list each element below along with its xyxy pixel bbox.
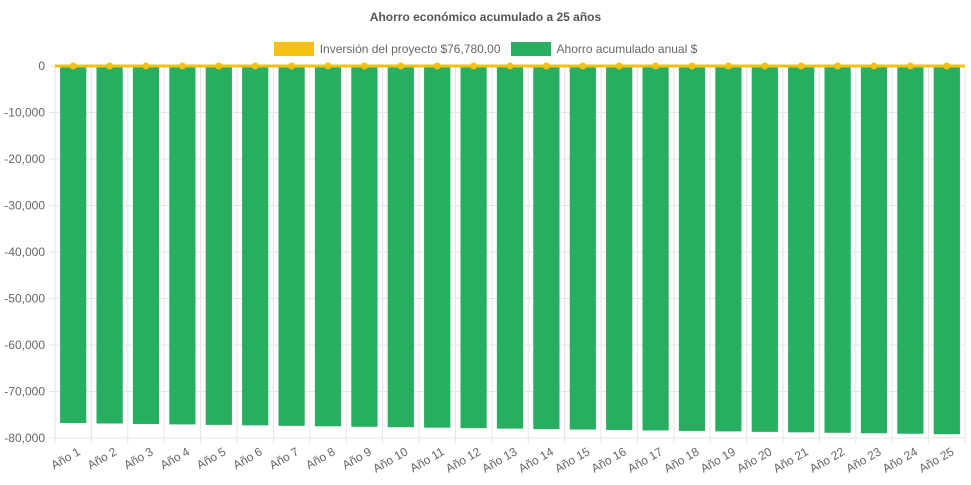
bar: [824, 66, 851, 433]
x-tick-label: Año 9: [340, 444, 374, 472]
investment-point: [142, 62, 150, 70]
y-tick-label: -20,000: [4, 152, 45, 166]
bar: [460, 66, 487, 429]
x-tick-label: Año 16: [589, 444, 629, 475]
x-tick-label: Año 11: [408, 444, 447, 475]
investment-point: [579, 62, 587, 70]
x-tick-label: Año 12: [443, 444, 483, 475]
y-tick-label: -40,000: [4, 245, 45, 259]
investment-point: [834, 62, 842, 70]
y-tick-label: -70,000: [4, 385, 45, 399]
bar: [678, 66, 706, 431]
bar: [169, 66, 196, 425]
y-tick-label: 0: [38, 59, 45, 73]
bar: [751, 66, 778, 432]
x-tick-label: Año 2: [85, 444, 119, 472]
bar: [642, 66, 669, 431]
bar: [205, 66, 232, 425]
bar: [788, 66, 815, 433]
investment-point: [251, 62, 259, 70]
bar: [933, 66, 960, 435]
legend: Inversión del proyecto $76,780.00 Ahorro…: [0, 42, 971, 56]
investment-point: [506, 62, 514, 70]
bar: [897, 66, 924, 434]
investment-point: [360, 62, 368, 70]
investment-point: [106, 62, 114, 70]
y-tick-label: -80,000: [4, 431, 45, 445]
y-tick-label: -10,000: [4, 106, 45, 120]
bar: [314, 66, 342, 427]
bar: [60, 66, 87, 424]
x-tick-label: Año 24: [880, 444, 920, 475]
y-tick-label: -30,000: [4, 199, 45, 213]
bar: [242, 66, 269, 426]
investment-point: [724, 62, 732, 70]
bar: [569, 66, 596, 430]
legend-swatch-savings: [510, 42, 551, 56]
investment-point: [433, 62, 441, 70]
x-tick-label: Año 18: [662, 444, 702, 475]
investment-point: [652, 62, 660, 70]
x-tick-label: Año 14: [516, 444, 556, 475]
x-tick-label: Año 13: [480, 444, 520, 475]
x-tick-label: Año 6: [231, 444, 265, 472]
investment-point: [470, 62, 478, 70]
investment-point: [215, 62, 223, 70]
bar: [606, 66, 633, 431]
x-tick-label: Año 23: [844, 444, 884, 475]
chart-title: Ahorro económico acumulado a 25 años: [369, 10, 602, 24]
investment-point: [797, 62, 805, 70]
investment-point: [943, 62, 951, 70]
bar: [533, 66, 560, 430]
x-tick-label: Año 5: [194, 444, 228, 472]
y-tick-label: -50,000: [4, 292, 45, 306]
x-tick-label: Año 10: [370, 444, 410, 475]
investment-point: [397, 62, 405, 70]
investment-point: [870, 62, 878, 70]
investment-point: [542, 62, 550, 70]
legend-swatch-investment: [273, 42, 314, 56]
bar: [424, 66, 451, 428]
x-tick-label: Año 4: [158, 444, 192, 472]
x-tick-label: Año 8: [303, 444, 337, 472]
investment-point: [324, 62, 332, 70]
y-tick-label: -60,000: [4, 338, 45, 352]
investment-point: [69, 62, 77, 70]
investment-point: [615, 62, 623, 70]
x-tick-label: Año 1: [49, 444, 83, 472]
investment-point: [906, 62, 914, 70]
bar: [96, 66, 123, 424]
x-tick-label: Año 17: [625, 444, 665, 475]
legend-label-savings: Ahorro acumulado anual $: [556, 42, 698, 56]
x-tick-label: Año 3: [121, 444, 155, 472]
legend-item-investment[interactable]: Inversión del proyecto $76,780.00: [273, 42, 501, 56]
bar: [387, 66, 414, 428]
legend-label-investment: Inversión del proyecto $76,780.00: [319, 42, 501, 56]
investment-point: [288, 62, 296, 70]
investment-point: [688, 62, 696, 70]
x-tick-label: Año 20: [734, 444, 774, 475]
x-tick-label: Año 7: [267, 444, 301, 472]
x-tick-label: Año 19: [698, 444, 738, 475]
x-tick-label: Año 25: [916, 444, 956, 475]
x-tick-label: Año 22: [807, 444, 847, 475]
legend-item-savings[interactable]: Ahorro acumulado anual $: [510, 42, 698, 56]
x-tick-label: Año 21: [771, 444, 811, 475]
bar: [715, 66, 742, 432]
x-tick-label: Año 15: [552, 444, 592, 475]
bar: [132, 66, 160, 424]
bar: [860, 66, 888, 434]
bar: [496, 66, 524, 429]
investment-point: [761, 62, 769, 70]
bar: [278, 66, 305, 426]
bar: [351, 66, 378, 427]
investment-point: [178, 62, 186, 70]
